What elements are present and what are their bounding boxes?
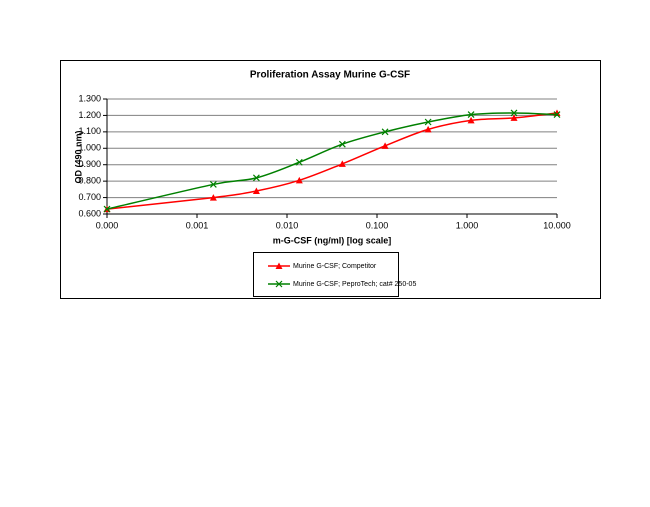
y-tick-label: 0.800	[78, 176, 101, 186]
marker	[209, 194, 217, 201]
marker	[209, 181, 217, 188]
x-tick-label: 10.000	[543, 220, 571, 230]
marker	[295, 158, 303, 166]
legend-label: Murine G-CSF; Competitor	[293, 263, 377, 270]
marker	[381, 142, 389, 149]
marker	[510, 114, 518, 121]
x-tick-label: 0.010	[276, 220, 299, 230]
marker	[103, 205, 111, 213]
x-tick-label: 1.000	[456, 220, 479, 230]
marker	[338, 140, 346, 148]
y-tick-label: 1.000	[78, 143, 101, 153]
marker	[424, 118, 432, 126]
x-tick-label: 0.100	[366, 220, 389, 230]
series-line	[106, 112, 558, 210]
y-tick-label: 1.100	[78, 126, 101, 136]
marker	[275, 262, 283, 269]
y-tick-label: 0.900	[78, 159, 101, 169]
marker	[252, 187, 260, 194]
marker	[467, 111, 475, 119]
marker	[275, 280, 283, 288]
x-axis-label: m-G-CSF (ng/ml) [log scale]	[273, 235, 392, 245]
x-tick-label: 0.000	[96, 220, 119, 230]
legend-label: Murine G-CSF; PeproTech; cat# 250-05	[293, 281, 416, 288]
x-tick-label: 0.001	[186, 220, 209, 230]
y-tick-label: 1.200	[78, 110, 101, 120]
marker	[338, 160, 346, 167]
marker	[510, 109, 518, 117]
legend	[253, 252, 399, 297]
marker	[553, 111, 561, 119]
y-tick-label: 0.600	[78, 208, 101, 218]
marker	[381, 128, 389, 136]
y-tick-label: 0.700	[78, 192, 101, 202]
marker	[252, 174, 260, 182]
marker	[467, 116, 475, 124]
y-tick-label: 1.300	[78, 93, 101, 103]
marker	[295, 176, 303, 184]
plot-area	[107, 99, 557, 214]
chart-title: Proliferation Assay Murine G-CSF	[250, 70, 410, 81]
y-axis-label: OD (490 nm)	[73, 130, 83, 183]
marker	[424, 125, 432, 133]
series-line	[106, 112, 558, 210]
